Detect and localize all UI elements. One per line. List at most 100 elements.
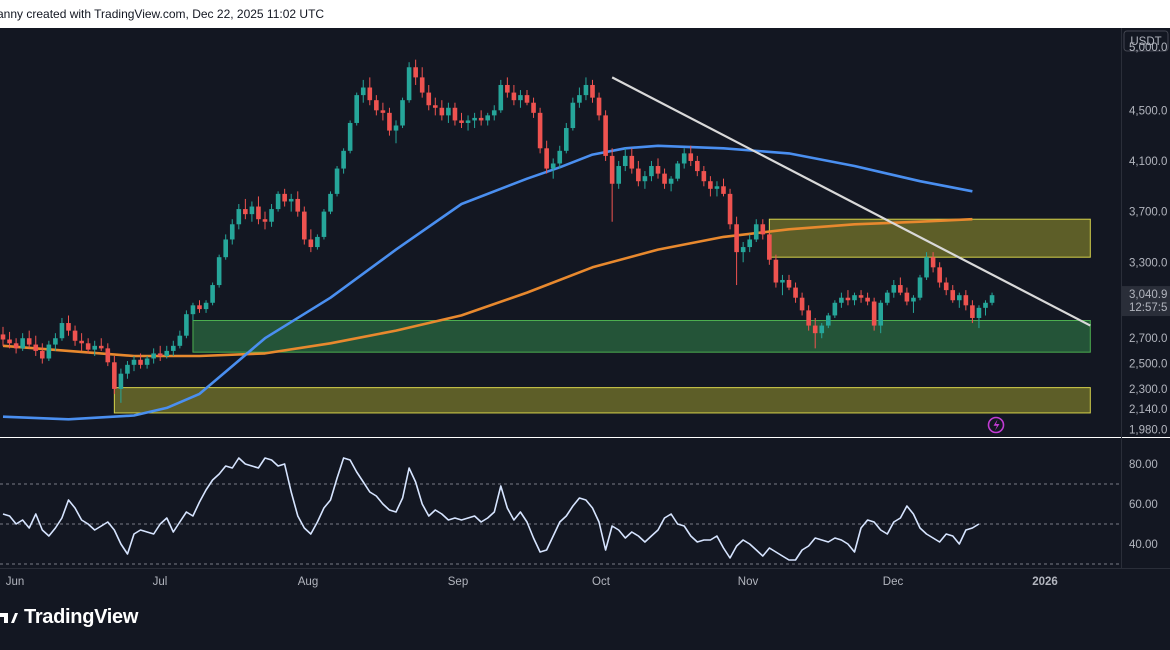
time-axis-tick: Aug: [298, 576, 318, 588]
candle: [131, 355, 137, 372]
candle: [714, 181, 720, 197]
candle-body: [0, 334, 6, 340]
candle: [695, 155, 700, 177]
candle: [387, 107, 392, 136]
candle: [609, 148, 615, 222]
candle: [701, 166, 707, 187]
candle-body: [989, 295, 995, 303]
candle-body: [256, 206, 261, 220]
candle-body: [629, 155, 635, 169]
candle-body: [970, 305, 975, 318]
candle-body: [649, 166, 654, 177]
candle: [53, 333, 58, 351]
candle-body: [387, 112, 392, 131]
candle-body: [164, 350, 170, 356]
candle-body: [570, 102, 576, 129]
candle-body: [799, 297, 805, 311]
candle-body: [354, 95, 359, 123]
candle-body: [177, 335, 183, 346]
candle-body: [675, 163, 680, 179]
candle-body: [826, 315, 831, 326]
candle: [288, 193, 294, 212]
candle: [40, 343, 45, 364]
candle: [26, 330, 32, 349]
price-axis-tick: 4,500.0: [1129, 105, 1167, 117]
candle-body: [524, 95, 530, 103]
candle: [780, 274, 785, 296]
candle: [871, 297, 877, 331]
candle-body: [662, 173, 667, 184]
candle-body: [26, 338, 32, 345]
candle: [878, 300, 883, 334]
current-price-text: 3,040.9: [1129, 289, 1167, 301]
candle: [491, 105, 497, 121]
candle-body: [891, 285, 897, 293]
candle: [426, 84, 432, 111]
candle-body: [636, 168, 641, 182]
candle: [793, 282, 798, 303]
candle: [144, 355, 150, 369]
candle-body: [852, 295, 857, 301]
candle: [347, 120, 353, 154]
candle-body: [216, 257, 222, 286]
candle: [819, 323, 825, 339]
candle-body: [485, 115, 490, 121]
candle: [374, 95, 379, 116]
candle-body: [708, 181, 713, 189]
candle-body: [79, 340, 84, 344]
candle-body: [243, 209, 248, 215]
candle-body: [544, 148, 549, 169]
candle: [85, 338, 91, 354]
candle-body: [20, 338, 25, 349]
price-axis-tick: 5,000.0: [1129, 42, 1167, 54]
candle-body: [760, 224, 766, 235]
candle: [295, 191, 301, 217]
candle: [236, 204, 242, 230]
candle-body: [315, 236, 320, 248]
candle-body: [668, 178, 674, 184]
candle-body: [138, 359, 143, 365]
candle: [419, 67, 425, 98]
candle: [557, 145, 563, 169]
candle: [721, 178, 726, 197]
candle: [315, 234, 320, 250]
zone-support-2: [113, 387, 1091, 414]
candle-body: [262, 219, 268, 222]
candle-body: [583, 84, 589, 96]
candle-body: [491, 110, 497, 116]
candle: [891, 279, 897, 298]
candle-body: [806, 310, 811, 326]
candle-body: [452, 107, 458, 121]
candle-body: [347, 122, 353, 151]
candle-body: [721, 186, 726, 194]
candle: [636, 160, 641, 187]
candle-body: [734, 224, 739, 253]
candle: [767, 231, 772, 265]
candle: [112, 355, 117, 394]
time-axis-tick: Jun: [6, 576, 25, 588]
candle-body: [845, 297, 851, 301]
candle-body: [40, 350, 45, 359]
price-axis-tick: 2,300.0: [1129, 384, 1167, 396]
candle: [773, 254, 779, 288]
candle: [577, 87, 582, 108]
candle-body: [184, 314, 189, 336]
candle-body: [518, 95, 523, 101]
candle-body: [917, 277, 923, 298]
candle: [570, 97, 576, 131]
candle-body: [236, 209, 242, 225]
candle: [92, 340, 97, 356]
candle: [727, 188, 733, 230]
candle: [171, 340, 176, 356]
candle: [989, 292, 995, 306]
attribution-text: anny created with TradingView.com, Dec 2…: [0, 7, 325, 21]
time-axis-tick: Dec: [883, 576, 904, 588]
candle: [439, 100, 445, 121]
candle-body: [92, 345, 97, 350]
price-axis-tick: 4,100.0: [1129, 156, 1167, 168]
candle-body: [695, 160, 700, 172]
candle: [105, 343, 111, 367]
candle-body: [924, 257, 929, 278]
candle-body: [53, 338, 58, 345]
